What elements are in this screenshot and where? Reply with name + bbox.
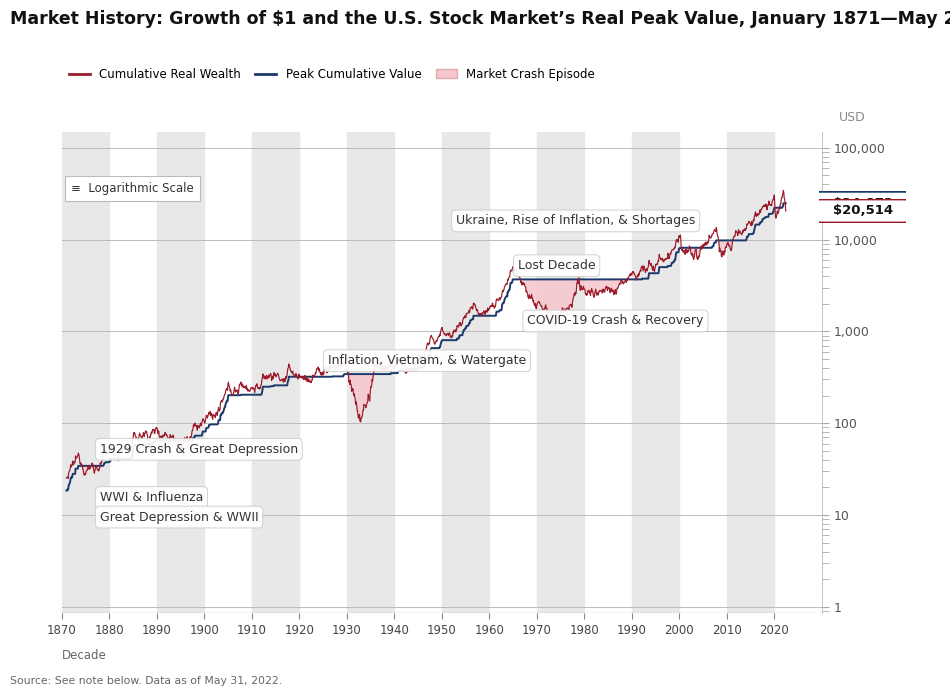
Bar bbox=[252, 132, 299, 613]
Text: 1929 Crash & Great Depression: 1929 Crash & Great Depression bbox=[100, 443, 298, 456]
Text: WWI & Influenza: WWI & Influenza bbox=[100, 491, 203, 504]
Text: USD: USD bbox=[839, 112, 865, 124]
Text: Source: See note below. Data as of May 31, 2022.: Source: See note below. Data as of May 3… bbox=[10, 676, 281, 686]
Text: Decade: Decade bbox=[62, 649, 106, 663]
Bar bbox=[62, 132, 109, 613]
Text: $20,514: $20,514 bbox=[832, 204, 893, 218]
Bar bbox=[442, 132, 489, 613]
Bar bbox=[537, 132, 584, 613]
Text: COVID-19 Crash & Recovery: COVID-19 Crash & Recovery bbox=[527, 315, 704, 328]
Text: Market History: Growth of $1 and the U.S. Stock Market’s Real Peak Value, Januar: Market History: Growth of $1 and the U.S… bbox=[10, 10, 950, 28]
Bar bbox=[632, 132, 679, 613]
Text: Great Depression & WWII: Great Depression & WWII bbox=[100, 511, 258, 524]
Text: $24,872: $24,872 bbox=[832, 197, 893, 210]
Bar bbox=[157, 132, 204, 613]
Bar bbox=[347, 132, 394, 613]
Bar bbox=[727, 132, 774, 613]
FancyBboxPatch shape bbox=[816, 199, 909, 223]
FancyBboxPatch shape bbox=[816, 191, 909, 216]
Legend: Cumulative Real Wealth, Peak Cumulative Value, Market Crash Episode: Cumulative Real Wealth, Peak Cumulative … bbox=[64, 63, 600, 85]
Text: Lost Decade: Lost Decade bbox=[518, 259, 596, 272]
Text: Inflation, Vietnam, & Watergate: Inflation, Vietnam, & Watergate bbox=[328, 354, 526, 367]
Text: ≡  Logarithmic Scale: ≡ Logarithmic Scale bbox=[71, 182, 194, 195]
Text: Ukraine, Rise of Inflation, & Shortages: Ukraine, Rise of Inflation, & Shortages bbox=[456, 214, 695, 227]
